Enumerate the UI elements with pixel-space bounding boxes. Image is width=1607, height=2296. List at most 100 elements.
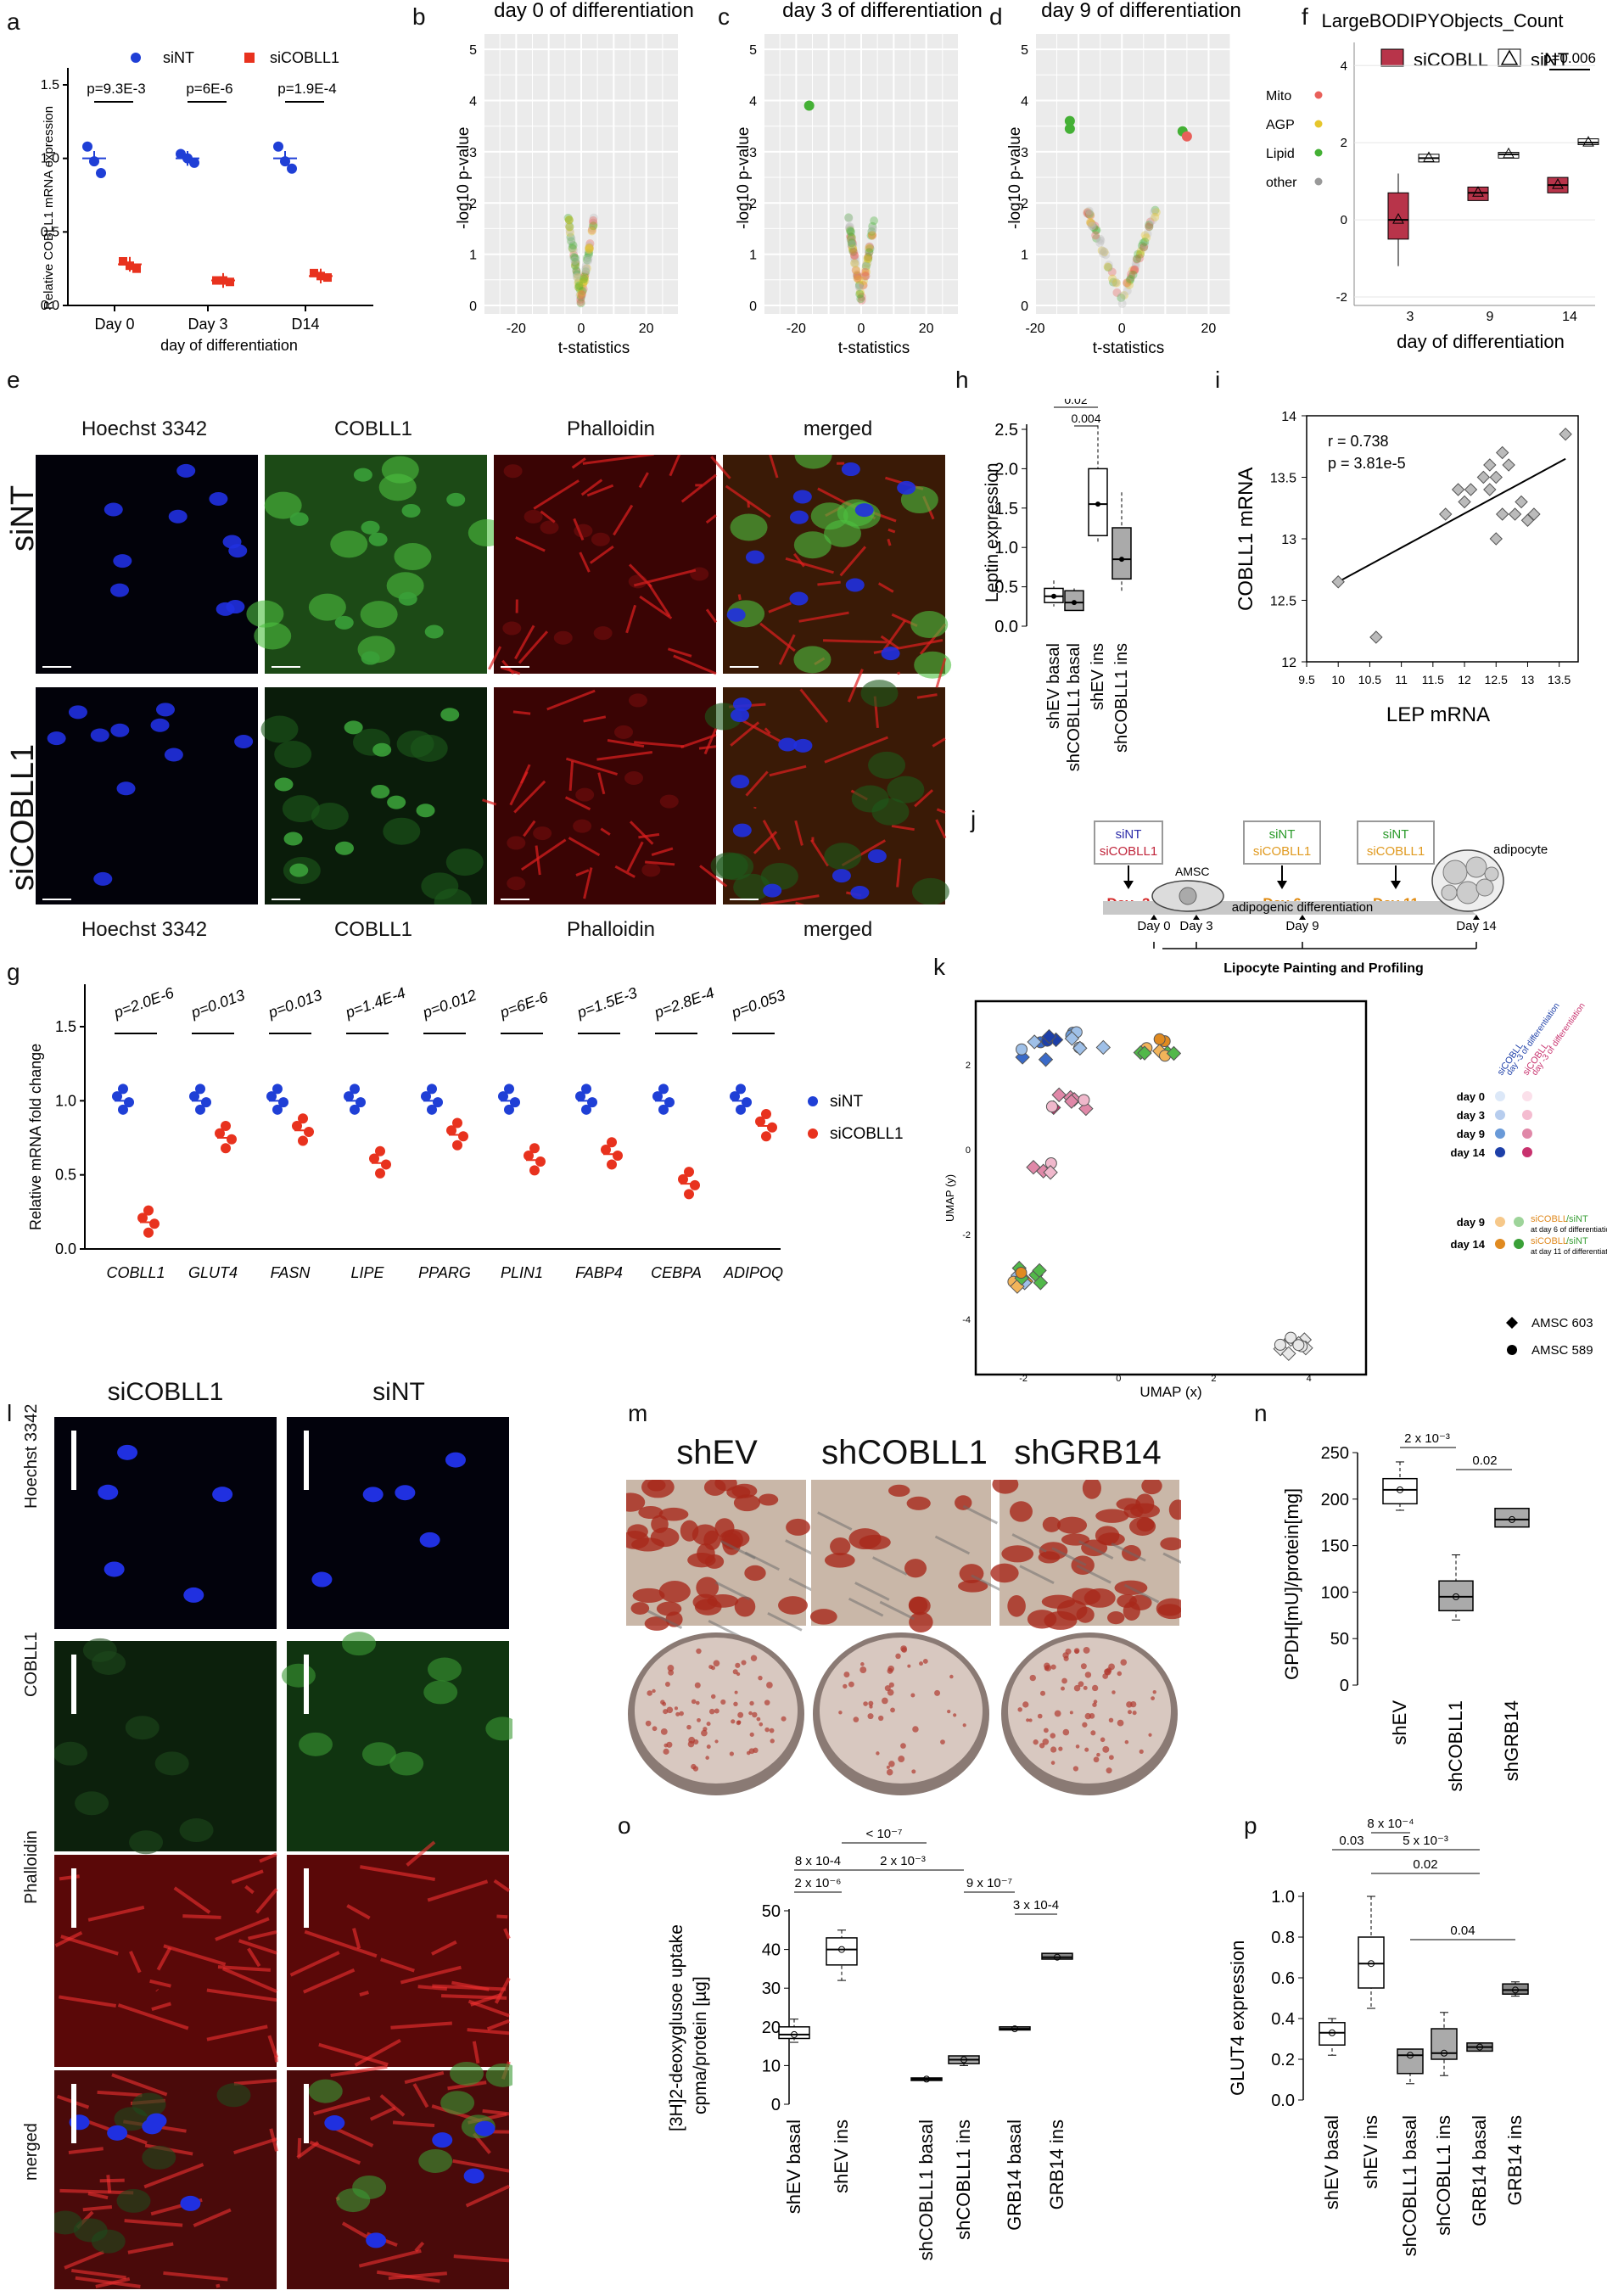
volcano-point: [1151, 208, 1161, 217]
f-xtick: 14: [1562, 310, 1577, 324]
e-nucleus: [110, 723, 130, 737]
volcano-point: [581, 264, 591, 273]
h-point: [1051, 593, 1056, 599]
m-well-stain: [1022, 1701, 1029, 1708]
m-lipid-stain: [1128, 1516, 1156, 1537]
a-point-sint: [82, 141, 92, 152]
volcano-point: [565, 222, 574, 232]
volcano-point: [1085, 210, 1095, 219]
e-filament: [575, 869, 590, 876]
m-lipid-stain: [707, 1594, 739, 1608]
e-filament: [778, 634, 796, 665]
e-cell: [308, 593, 346, 621]
l-cell: [82, 1638, 117, 1662]
f-leftlegend-label: AGP: [1266, 118, 1295, 132]
volcano-point: [576, 289, 585, 299]
volcano-ytick: 3: [1021, 146, 1028, 160]
m-well-stain: [748, 1711, 753, 1716]
volcano-point: [848, 245, 857, 255]
volcano-point: [574, 278, 583, 288]
legend-sicobll1-label: siCOBLL1: [270, 49, 339, 66]
h-xtick-label: shEV basal: [1044, 643, 1063, 729]
m-lipid-stain: [647, 1480, 666, 1492]
g-gene-label: PLIN1: [501, 1264, 543, 1281]
l-filament: [248, 1929, 277, 1940]
k-point-circle: [1045, 1100, 1058, 1113]
f-box: [1577, 138, 1599, 145]
a-point-sicobll1: [316, 272, 325, 281]
volcano-point: [580, 270, 590, 279]
m-well-stain: [900, 1645, 907, 1652]
o-ylabel-line1: [3H]2-deoxyglusoe uptake: [667, 1924, 686, 2131]
volcano-point: [571, 257, 580, 266]
e-nucleus: [507, 836, 526, 850]
m-well-stain: [737, 1711, 744, 1718]
e-nucleus: [335, 841, 355, 855]
m-well-stain: [759, 1722, 764, 1727]
l-scale-bar: [71, 1431, 76, 1490]
i-annot-p: p = 3.81e-5: [1328, 455, 1406, 472]
m-lipid-stain: [824, 1553, 855, 1568]
e-cell: [378, 473, 417, 501]
a-point-sicobll1: [119, 257, 127, 266]
g-point: [684, 1189, 694, 1200]
m-well-stain: [741, 1660, 747, 1666]
m-well-stain: [922, 1658, 928, 1664]
volcano-bg: [1035, 34, 1230, 314]
volcano-point: [847, 232, 856, 242]
k-point-diamond: [1041, 1028, 1057, 1044]
volcano-ytick: 3: [749, 146, 757, 160]
h-point: [1119, 557, 1124, 563]
l-filament: [217, 1965, 271, 1972]
e-header-phalloidin: Phalloidin: [566, 417, 656, 440]
g-pvalue: p=0.053: [729, 987, 787, 1022]
l-image-green: [54, 1641, 277, 1851]
volcano-point: [1142, 233, 1151, 243]
l-nucleus: [311, 1571, 333, 1588]
volcano-point: [1100, 247, 1109, 256]
j-box-day-minus3: siNT siCOBLL1 Day -3: [1094, 820, 1163, 911]
panel-h-chart: 0.0 0.5 1.0 1.5 2.0 2.5 shEV basal shCOBLL1 bas…: [983, 399, 1132, 771]
volcano-point: [1130, 265, 1139, 274]
l-filament: [222, 1967, 277, 1993]
volcano-point: [847, 233, 856, 243]
volcano-ytick: 5: [749, 43, 757, 58]
m-well-stain: [710, 1666, 715, 1671]
p-box: [1319, 2022, 1346, 2046]
p-ytick-label: 0.0: [1271, 2092, 1295, 2110]
a-xtick-label: Day 0: [94, 316, 134, 333]
f-title: LargeBODIPYObjects_Count: [1322, 10, 1564, 31]
volcano-point: [848, 244, 858, 254]
m-well-stain: [1039, 1690, 1046, 1696]
g-point: [369, 1153, 379, 1164]
a-point-sint: [96, 168, 106, 178]
m-well-stain: [1037, 1713, 1043, 1719]
i-point: [1483, 483, 1497, 496]
volcano-point: [1151, 205, 1160, 215]
e-filament: [645, 860, 675, 866]
e-filament: [839, 546, 866, 577]
m-lipid-stain: [1128, 1594, 1152, 1610]
volcano-point: [565, 222, 574, 232]
m-well-stain: [708, 1708, 715, 1715]
p-pvalue: 5 x 10⁻³: [1403, 1834, 1448, 1848]
l-cell: [54, 1741, 88, 1766]
volcano-point: [571, 259, 580, 268]
i-ytick-label: 12.5: [1270, 595, 1296, 609]
j-day-label: Day 9: [1285, 919, 1319, 933]
g-point: [427, 1104, 437, 1115]
l-filament: [193, 2208, 232, 2228]
m-lipid-stain: [687, 1552, 716, 1568]
volcano-point: [1087, 219, 1096, 228]
m-cell-outline: [934, 1535, 971, 1555]
volcano-point: [574, 283, 583, 292]
n-ylabel: GPDH[mU]/protein[mg]: [1281, 1488, 1302, 1680]
g-ylabel: Relative mRNA fold change: [27, 1044, 44, 1230]
k-ytick-label: -2: [962, 1230, 971, 1240]
b-title: day 0 of differentiation: [494, 0, 694, 22]
g-point: [272, 1104, 283, 1115]
m-well-stain: [1093, 1756, 1100, 1763]
l-scale-bar: [71, 2084, 76, 2143]
k-legend-dot-orange: [1495, 1217, 1505, 1227]
m-cell-outline: [879, 1600, 915, 1621]
